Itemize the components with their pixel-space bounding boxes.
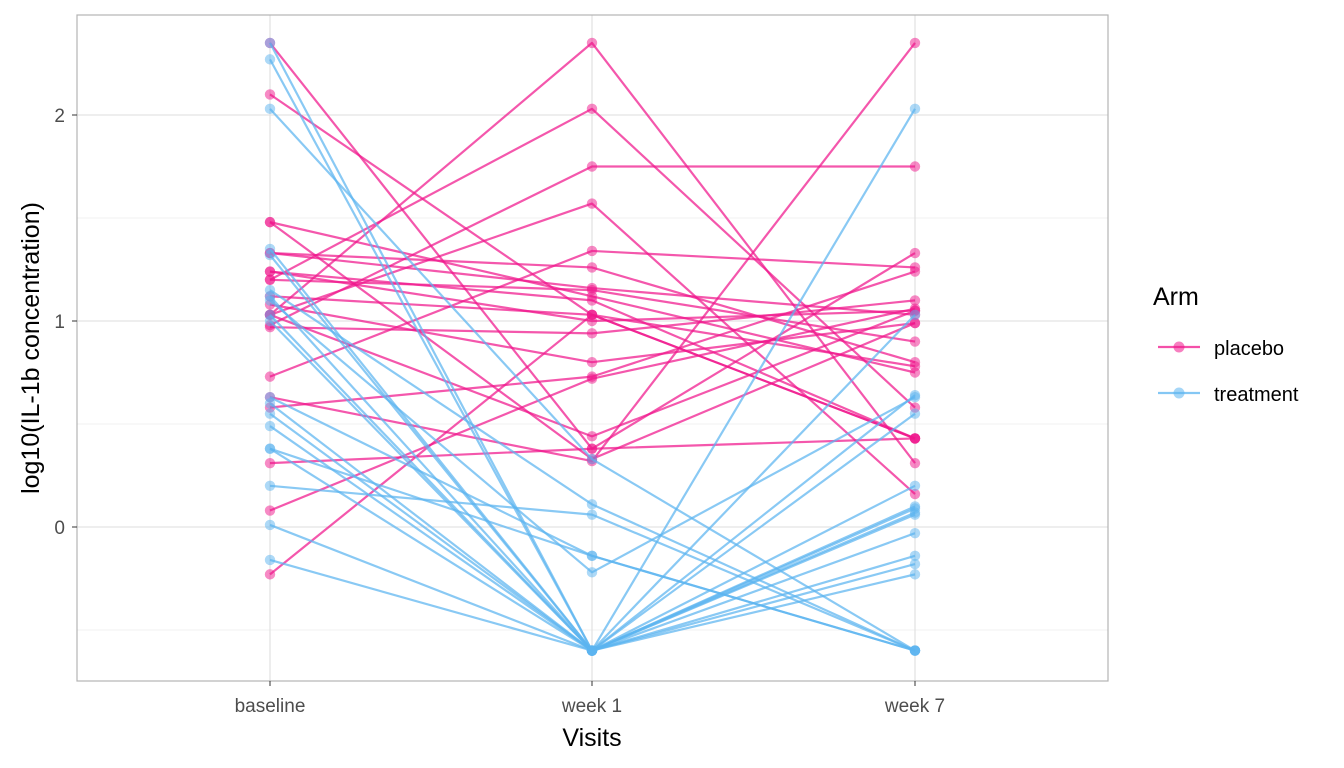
treatment-point (586, 509, 598, 520)
x-tick-label: week 1 (561, 696, 622, 717)
treatment-point (586, 567, 598, 578)
x-axis-ticks: baseline week 1 week 7 (235, 681, 945, 717)
placebo-point (909, 37, 921, 49)
treatment-point (264, 249, 276, 261)
y-axis-ticks: 0 1 2 (54, 106, 77, 539)
treatment-point (264, 443, 276, 454)
placebo-point (586, 357, 598, 368)
placebo-point (909, 361, 921, 372)
placebo-point (586, 328, 598, 339)
treatment-point (586, 499, 598, 510)
x-tick-label: week 7 (884, 696, 945, 717)
treatment-point (264, 420, 276, 432)
placebo-point (586, 443, 598, 454)
placebo-point (586, 373, 598, 384)
treatment-point (909, 645, 921, 656)
placebo-point (909, 433, 921, 444)
treatment-point (586, 550, 598, 562)
placebo-point (909, 247, 921, 259)
x-tick-label: baseline (235, 696, 306, 717)
treatment-point (586, 645, 598, 656)
y-axis-title: log10(IL-1b concentration) (17, 202, 45, 494)
treatment-point (909, 408, 921, 419)
legend-label-treatment: treatment (1214, 384, 1299, 406)
legend: Arm placebo treatment (1153, 283, 1299, 406)
treatment-point (264, 408, 276, 419)
treatment-point (264, 315, 276, 327)
treatment-point (909, 558, 921, 570)
placebo-point (909, 457, 921, 469)
placebo-point (909, 161, 921, 172)
series-treatment (264, 37, 921, 656)
placebo-point (264, 371, 276, 382)
y-tick-label: 0 (54, 518, 65, 539)
y-tick-label: 1 (54, 312, 65, 333)
treatment-point (909, 527, 921, 539)
treatment-point (586, 453, 598, 465)
treatment-point (909, 509, 921, 520)
treatment-point (909, 392, 921, 403)
placebo-point (909, 488, 921, 500)
placebo-point (264, 274, 276, 285)
placebo-point (909, 266, 921, 277)
placebo-point (909, 336, 921, 347)
placebo-point (586, 262, 598, 273)
legend-key-point-placebo (1173, 341, 1185, 353)
treatment-point (264, 398, 276, 409)
placebo-point (586, 309, 598, 321)
treatment-point (264, 295, 276, 306)
legend-entry-treatment: treatment (1158, 384, 1299, 406)
placebo-point (264, 505, 276, 516)
treatment-point (909, 550, 921, 562)
placebo-point (909, 317, 921, 329)
placebo-point (909, 295, 921, 306)
treatment-point (264, 54, 276, 65)
placebo-point (264, 89, 276, 100)
x-axis-title: Visits (562, 724, 621, 752)
placebo-point (586, 103, 598, 115)
placebo-point (264, 569, 276, 580)
legend-key-point-treatment (1173, 387, 1185, 399)
treatment-point (264, 103, 276, 115)
series-layer (264, 37, 921, 656)
placebo-point (586, 245, 598, 257)
treatment-point (264, 519, 276, 531)
legend-label-placebo: placebo (1214, 338, 1284, 360)
placebo-point (264, 216, 276, 228)
placebo-point (586, 284, 598, 296)
treatment-point (909, 309, 921, 321)
placebo-point (264, 457, 276, 469)
placebo-point (586, 161, 598, 172)
treatment-point (264, 480, 276, 491)
placebo-point (586, 295, 598, 306)
y-tick-label: 2 (54, 106, 65, 127)
legend-title: Arm (1153, 283, 1199, 311)
treatment-point (264, 554, 276, 566)
treatment-point (264, 37, 276, 49)
placebo-point (264, 266, 276, 277)
placebo-point (586, 198, 598, 209)
placebo-point (586, 431, 598, 442)
treatment-point (909, 480, 921, 491)
legend-entry-placebo: placebo (1158, 338, 1284, 360)
treatment-point (909, 569, 921, 580)
treatment-point (909, 103, 921, 115)
placebo-point (586, 37, 598, 49)
